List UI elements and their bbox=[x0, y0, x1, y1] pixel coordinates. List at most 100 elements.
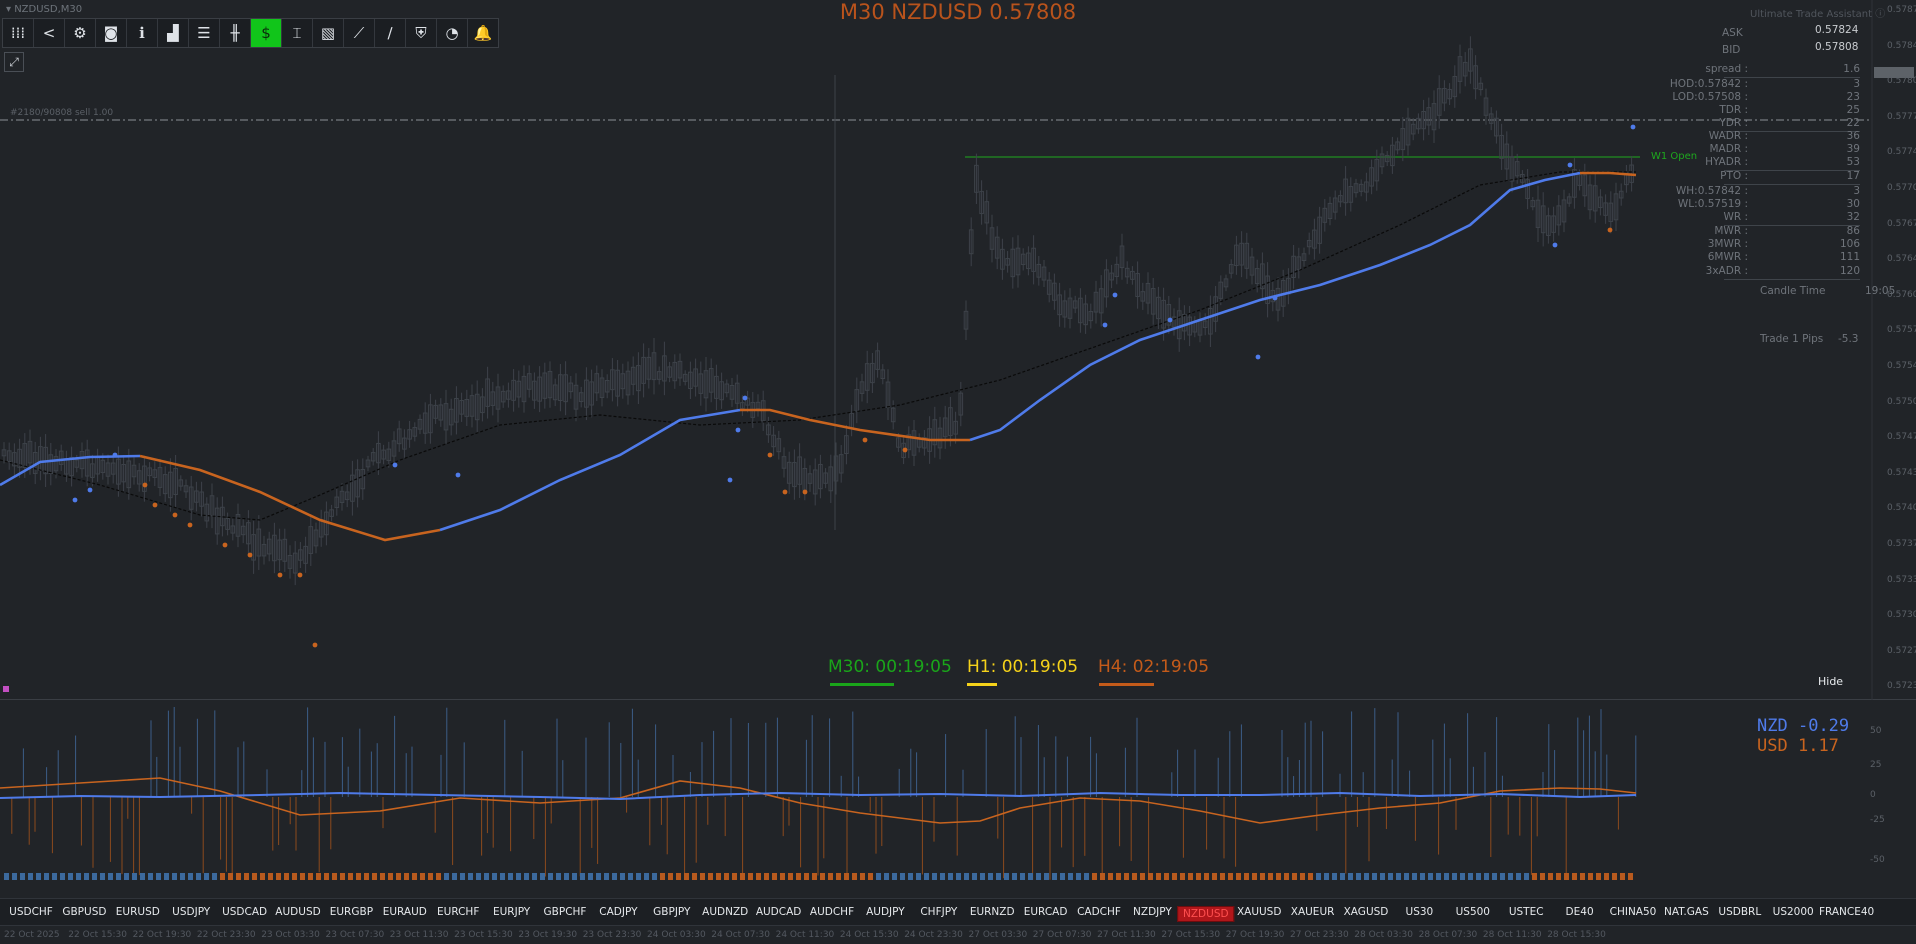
time-tick-label: 24 Oct 03:30 bbox=[647, 930, 706, 940]
candle-body bbox=[911, 430, 917, 456]
state-cell bbox=[732, 873, 737, 880]
currency-strength-chart[interactable] bbox=[0, 703, 1916, 880]
candle-body bbox=[552, 384, 558, 401]
gear-icon[interactable]: ⚙ bbox=[65, 19, 96, 47]
ask-label: ASK bbox=[1722, 27, 1743, 39]
currency-icon[interactable]: $ bbox=[251, 19, 282, 47]
symbol-tab-usdbrl[interactable]: USDBRL bbox=[1718, 906, 1762, 918]
candle-body bbox=[100, 459, 106, 474]
back-icon[interactable]: < bbox=[34, 19, 65, 47]
symbol-tab-xaueur[interactable]: XAUEUR bbox=[1290, 906, 1335, 918]
state-cell bbox=[852, 873, 857, 880]
symbol-tab-us500[interactable]: US500 bbox=[1455, 906, 1490, 918]
symbol-tab-gbpusd[interactable]: GBPUSD bbox=[62, 906, 107, 918]
symbol-tab-nat-gas[interactable]: NAT.GAS bbox=[1664, 906, 1709, 918]
bell-icon[interactable]: 🔔 bbox=[473, 24, 493, 42]
slow-ma-line bbox=[0, 171, 1636, 521]
candle-body bbox=[807, 473, 813, 484]
candle-body bbox=[1234, 244, 1239, 267]
candle-body bbox=[376, 442, 381, 464]
symbol-tab-ustec[interactable]: USTEC bbox=[1508, 906, 1544, 918]
candle-body bbox=[1176, 310, 1182, 340]
symbol-tab-xagusd[interactable]: XAGUSD bbox=[1343, 906, 1389, 918]
symbol-tab-usdchf[interactable]: USDCHF bbox=[9, 906, 53, 918]
chart-toolbar: ⁞⁞⁞ < ⚙ ◙ ℹ ▟ ☰ ╫ $ ⌶ ▧ ⟋ ∕ ⛨ ◔ 🔔 bbox=[2, 18, 499, 48]
candle-body bbox=[880, 369, 886, 380]
symbol-tab-nzdusd[interactable]: NZDUSD bbox=[1177, 906, 1235, 922]
symbol-tab-us2000[interactable]: US2000 bbox=[1772, 906, 1814, 918]
signal-dot bbox=[247, 552, 253, 558]
symbol-tab-france40[interactable]: FRANCE40 bbox=[1818, 906, 1875, 918]
state-cell bbox=[1012, 873, 1017, 880]
panel-title: Ultimate Trade Assistant ⓘ bbox=[1750, 9, 1886, 20]
symbol-tab-audjpy[interactable]: AUDJPY bbox=[866, 906, 905, 918]
symbol-tab-audchf[interactable]: AUDCHF bbox=[809, 906, 855, 918]
info-icon[interactable]: ℹ bbox=[127, 19, 158, 47]
symbol-tab-eurchf[interactable]: EURCHF bbox=[437, 906, 480, 918]
expand-icon[interactable]: ⤢ bbox=[4, 52, 24, 72]
candle-body bbox=[121, 463, 126, 483]
base-strength: NZD -0.29 bbox=[1757, 716, 1850, 736]
symbol-tab-eurjpy[interactable]: EURJPY bbox=[492, 906, 531, 918]
state-cell bbox=[1572, 873, 1577, 880]
symbol-tab-eurnzd[interactable]: EURNZD bbox=[969, 906, 1015, 918]
symbol-tab-cadjpy[interactable]: CADJPY bbox=[599, 906, 638, 918]
symbol-tab-xauusd[interactable]: XAUUSD bbox=[1236, 906, 1282, 918]
candle-body bbox=[168, 471, 173, 499]
symbol-tab-euraud[interactable]: EURAUD bbox=[382, 906, 427, 918]
candle-body bbox=[1483, 97, 1489, 116]
cursor-i-icon[interactable]: ⌶ bbox=[282, 19, 313, 47]
candle-body bbox=[979, 190, 984, 215]
symbol-tab-de40[interactable]: DE40 bbox=[1565, 906, 1594, 918]
candle-body bbox=[662, 355, 667, 382]
grip-icon[interactable]: ⁞⁞⁞ bbox=[3, 19, 34, 47]
candle-body bbox=[69, 456, 74, 477]
candle-body bbox=[391, 440, 397, 457]
price-chart[interactable] bbox=[0, 0, 1916, 700]
pattern-icon[interactable]: ▧ bbox=[313, 19, 344, 47]
symbol-tab-cadchf[interactable]: CADCHF bbox=[1077, 906, 1121, 918]
symbol-tab-nzdjpy[interactable]: NZDJPY bbox=[1133, 906, 1172, 918]
symbol-tab-usdcad[interactable]: USDCAD bbox=[222, 906, 268, 918]
symbol-tab-gbpchf[interactable]: GBPCHF bbox=[543, 906, 587, 918]
candles-icon[interactable]: ╫ bbox=[220, 19, 251, 47]
symbol-tab-audnzd[interactable]: AUDNZD bbox=[702, 906, 749, 918]
state-cell bbox=[1092, 873, 1097, 880]
symbol-tab-us30[interactable]: US30 bbox=[1405, 906, 1434, 918]
candle-body bbox=[1119, 245, 1125, 269]
candle-body bbox=[1364, 181, 1369, 193]
candle-body bbox=[1322, 207, 1328, 223]
trend-up-icon[interactable]: ⟋ bbox=[344, 19, 375, 47]
list-icon[interactable]: ☰ bbox=[189, 19, 220, 47]
state-cell bbox=[1388, 873, 1393, 880]
symbol-tab-usdjpy[interactable]: USDJPY bbox=[172, 906, 211, 918]
symbol-tab-chfjpy[interactable]: CHFJPY bbox=[920, 906, 958, 918]
symbol-tab-audcad[interactable]: AUDCAD bbox=[755, 906, 802, 918]
strength-tick-label: 50 bbox=[1870, 726, 1882, 736]
signal-dot bbox=[172, 512, 178, 518]
symbol-tab-eurusd[interactable]: EURUSD bbox=[115, 906, 160, 918]
symbol-tab-gbpjpy[interactable]: GBPJPY bbox=[653, 906, 691, 918]
candle-body bbox=[407, 429, 412, 440]
symbol-tab-eurgbp[interactable]: EURGBP bbox=[329, 906, 374, 918]
candle-time-label: Candle Time bbox=[1760, 285, 1826, 297]
panel-row-value-text: 36 bbox=[1846, 130, 1860, 142]
state-cell bbox=[1060, 873, 1065, 880]
state-cell bbox=[292, 873, 297, 880]
pie-icon[interactable]: ◔ bbox=[437, 19, 468, 47]
symbol-tab-china50[interactable]: CHINA50 bbox=[1609, 906, 1657, 918]
shield-icon[interactable]: ⛨ bbox=[406, 19, 437, 47]
trend-line-icon[interactable]: ∕ bbox=[375, 19, 406, 47]
state-cell bbox=[276, 873, 281, 880]
candle-body bbox=[1592, 185, 1598, 212]
hide-button[interactable]: Hide bbox=[1818, 675, 1844, 688]
symbol-tab-audusd[interactable]: AUDUSD bbox=[275, 906, 321, 918]
bar-chart-icon[interactable]: ▟ bbox=[158, 19, 189, 47]
camera-icon[interactable]: ◙ bbox=[96, 19, 127, 47]
candle-body bbox=[558, 374, 563, 402]
candle-body bbox=[173, 468, 178, 495]
symbol-tab-eurcad[interactable]: EURCAD bbox=[1023, 906, 1068, 918]
candle-body bbox=[1499, 134, 1504, 159]
candle-body bbox=[1566, 196, 1572, 204]
